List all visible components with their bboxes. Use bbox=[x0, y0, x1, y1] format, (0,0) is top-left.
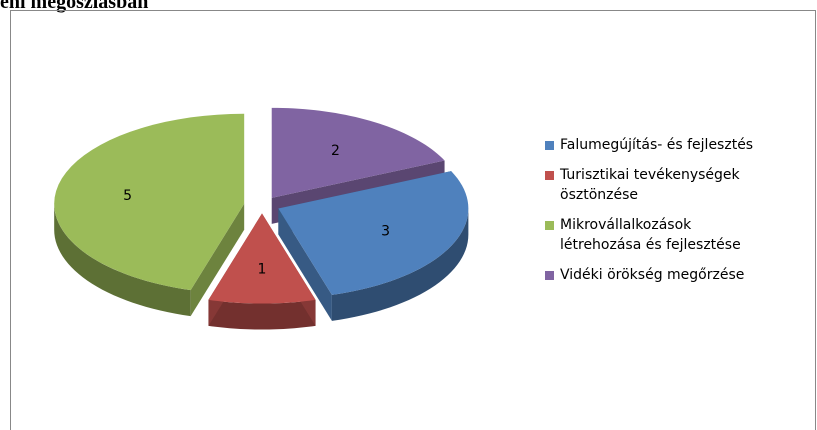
legend-label: Turisztikai tevékenységek ösztönzése bbox=[560, 167, 740, 203]
pie-slice-side bbox=[54, 203, 191, 317]
pie-slice bbox=[54, 113, 245, 291]
legend-label: Vidéki örökség megőrzése bbox=[560, 267, 745, 283]
pie-slice bbox=[278, 171, 469, 295]
legend-label: Mikrovállalkozások létrehozása és fejles… bbox=[560, 217, 741, 253]
data-label: 3 bbox=[381, 224, 390, 240]
data-label: 1 bbox=[258, 261, 267, 277]
legend-item: Vidéki örökség megőrzése bbox=[545, 265, 757, 285]
data-label: 5 bbox=[123, 188, 132, 204]
legend-item: Falumegújítás- és fejlesztés bbox=[545, 135, 757, 155]
data-label: 2 bbox=[331, 143, 340, 159]
legend-swatch bbox=[545, 141, 554, 150]
legend: Falumegújítás- és fejlesztés Turisztikai … bbox=[545, 135, 757, 295]
pie-tops bbox=[54, 107, 469, 304]
legend-swatch bbox=[545, 221, 554, 230]
pie-slice-side bbox=[331, 208, 469, 321]
pie-slice-wall bbox=[190, 203, 245, 317]
chart-frame bbox=[10, 10, 816, 430]
legend-swatch bbox=[545, 171, 554, 180]
legend-item: Turisztikai tevékenységek ösztönzése bbox=[545, 165, 757, 205]
legend-label: Falumegújítás- és fejlesztés bbox=[560, 137, 754, 153]
pie-slice bbox=[208, 213, 316, 304]
legend-swatch bbox=[545, 271, 554, 280]
pie-slice bbox=[271, 107, 445, 198]
legend-item: Mikrovállalkozások létrehozása és fejles… bbox=[545, 215, 757, 255]
pie-slice-side bbox=[208, 299, 316, 330]
pie-slice-wall bbox=[278, 208, 332, 321]
chart-title: ení megoszlásban bbox=[0, 0, 149, 13]
